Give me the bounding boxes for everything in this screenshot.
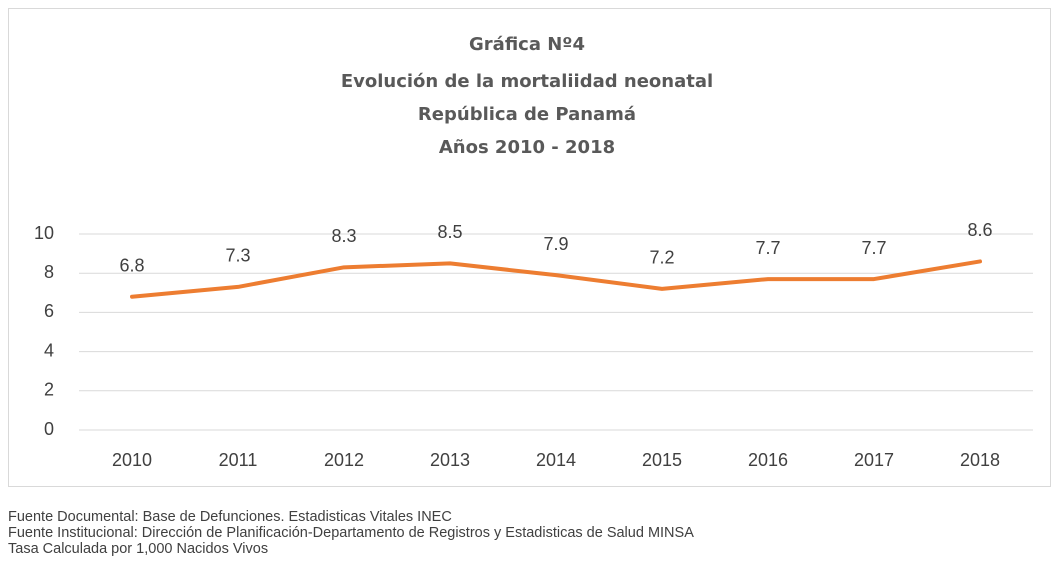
data-label: 7.2: [649, 248, 674, 268]
data-label: 7.9: [543, 234, 568, 254]
x-tick-label: 2018: [960, 450, 1000, 470]
data-label: 8.3: [331, 226, 356, 246]
x-tick-label: 2012: [324, 450, 364, 470]
data-label: 6.8: [119, 255, 144, 275]
x-tick-label: 2010: [112, 450, 152, 470]
y-tick-label: 2: [44, 380, 54, 400]
footnote: Tasa Calculada por 1,000 Nacidos Vivos: [8, 541, 268, 557]
y-tick-label: 6: [44, 301, 54, 321]
chart-title: Gráfica Nº4: [469, 34, 585, 55]
chart-title: Evolución de la mortaliidad neonatal: [341, 71, 713, 92]
x-tick-label: 2011: [219, 450, 258, 470]
footnote: Fuente Institucional: Dirección de Plani…: [8, 525, 694, 541]
data-label: 7.3: [225, 246, 250, 266]
data-label: 8.6: [967, 220, 992, 240]
x-tick-label: 2016: [748, 450, 788, 470]
chart-title: Años 2010 - 2018: [439, 137, 615, 158]
y-tick-label: 10: [34, 223, 54, 243]
y-tick-label: 0: [44, 419, 54, 439]
chart-title: República de Panamá: [418, 104, 636, 125]
data-label: 7.7: [755, 238, 780, 258]
footnote: Fuente Documental: Base de Defunciones. …: [8, 509, 452, 525]
line-series: [130, 259, 982, 299]
data-label: 8.5: [437, 222, 462, 242]
x-tick-label: 2013: [430, 450, 470, 470]
y-tick-label: 4: [44, 340, 54, 360]
y-tick-label: 8: [44, 262, 54, 282]
x-tick-label: 2017: [854, 450, 894, 470]
chart-frame: [8, 8, 1051, 487]
data-label: 7.7: [861, 238, 886, 258]
x-tick-label: 2014: [536, 450, 576, 470]
x-tick-label: 2015: [642, 450, 682, 470]
